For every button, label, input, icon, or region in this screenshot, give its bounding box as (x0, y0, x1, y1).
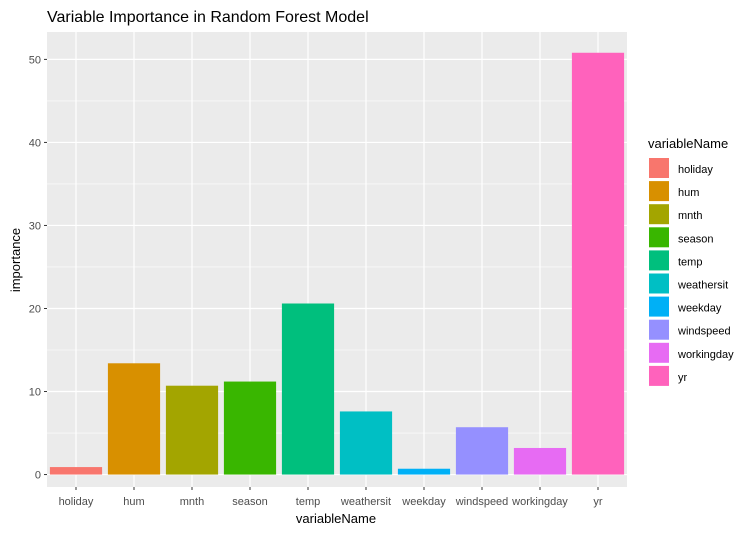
legend-label-yr: yr (678, 372, 688, 384)
y-tick-label: 10 (29, 387, 41, 399)
bar-temp (281, 303, 335, 475)
y-axis: 0 10 20 30 40 50 (29, 54, 47, 482)
y-tick-label: 50 (29, 54, 41, 66)
x-tick-label: yr (593, 496, 603, 508)
x-axis: holiday hum mnth season temp weathersit weekda… (59, 487, 603, 508)
legend-label-holiday: holiday (678, 164, 713, 176)
x-tick-label: holiday (59, 496, 94, 508)
y-tick-label: 20 (29, 303, 41, 315)
bar-holiday (49, 467, 103, 475)
bar-yr (571, 52, 625, 475)
legend-label-weathersit: weathersit (677, 280, 728, 292)
x-tick-label: weathersit (340, 496, 391, 508)
legend-label-mnth: mnth (678, 210, 702, 222)
y-tick-label: 0 (35, 470, 41, 482)
bar-season (223, 381, 277, 475)
x-tick-label: workingday (511, 496, 568, 508)
legend-key-hum (649, 181, 669, 202)
x-tick-label: hum (123, 496, 144, 508)
bar-workingday (513, 447, 567, 475)
legend-key-holiday (649, 158, 669, 178)
x-axis-title: variableName (296, 511, 376, 526)
x-tick-label: temp (296, 496, 320, 508)
legend-label-season: season (678, 233, 713, 245)
y-axis-title: importance (8, 228, 23, 292)
y-tick-label: 40 (29, 137, 41, 149)
legend-label-windspeed: windspeed (677, 326, 731, 338)
legend-key-temp (649, 250, 669, 271)
legend-label-temp: temp (678, 256, 702, 268)
legend-label-weekday: weekday (677, 303, 722, 315)
legend-key-weekday (649, 296, 669, 317)
legend-items: holiday hum mnth season temp weathersit weekda… (649, 158, 734, 386)
bar-mnth (165, 385, 219, 475)
x-tick-label: weekday (401, 496, 446, 508)
legend-label-hum: hum (678, 187, 699, 199)
bar-hum (107, 363, 161, 475)
legend-key-windspeed (649, 319, 669, 340)
x-tick-label: season (232, 496, 267, 508)
bar-windspeed (455, 427, 509, 475)
legend: variableName holiday hum mnth season temp wea… (648, 136, 734, 386)
x-tick-label: mnth (180, 496, 204, 508)
y-tick-label: 30 (29, 220, 41, 232)
x-tick-label: windspeed (455, 496, 509, 508)
legend-key-workingday (649, 342, 669, 363)
bar-weekday (397, 468, 451, 475)
major-gridlines (47, 32, 627, 487)
legend-label-workingday: workingday (677, 349, 734, 361)
legend-key-season (649, 227, 669, 248)
chart-title: Variable Importance in Random Forest Mod… (47, 9, 369, 26)
legend-key-weathersit (649, 273, 669, 294)
legend-title: variableName (648, 136, 728, 151)
legend-key-yr (649, 365, 669, 386)
legend-key-mnth (649, 204, 669, 225)
bar-weathersit (339, 411, 393, 475)
bars (49, 52, 625, 475)
